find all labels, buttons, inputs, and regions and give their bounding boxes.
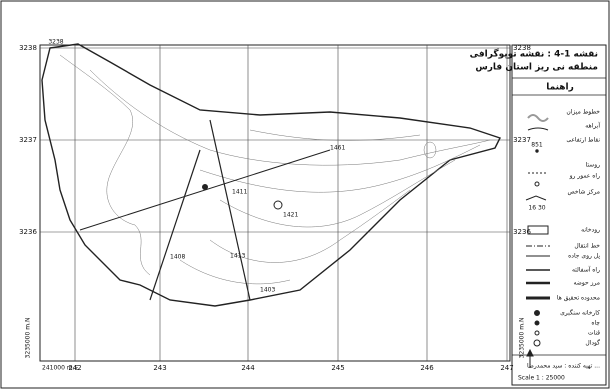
- contours: [90, 70, 490, 284]
- contour-line: [180, 260, 290, 284]
- y-label: 3238: [19, 44, 37, 52]
- basin-boundary: [42, 44, 500, 306]
- legend-label: گودال: [585, 339, 600, 347]
- legend-symbols: [526, 115, 550, 368]
- village: [202, 184, 208, 190]
- scale: Scale 1 : 25000: [518, 375, 565, 382]
- x-label: 243: [153, 364, 166, 372]
- contour-line: [424, 142, 436, 158]
- y-label: 3237: [513, 136, 531, 144]
- corner-label: 3235000 m.N: [25, 318, 32, 359]
- legend-label: پل روی جاده: [568, 253, 600, 260]
- study-area: [60, 55, 150, 275]
- road: [210, 120, 250, 300]
- legend-label: راه آسفالته: [572, 265, 600, 274]
- spot-height: 1403: [260, 287, 275, 294]
- x-label: 244: [241, 364, 255, 372]
- y-label: 3236: [19, 228, 37, 236]
- legend-label: محدوده تحقیق ها: [557, 295, 600, 302]
- legend-label: نقاط ارتفاعی: [566, 137, 600, 144]
- legend-title: راهنما: [546, 83, 574, 93]
- legend-label: مرکز شاخص: [567, 189, 600, 196]
- contour-line: [220, 160, 455, 227]
- corner-label: 3235000 m.N: [519, 318, 526, 359]
- map-sheet: نقشه 1-4 : نقشه توپوگرافی منطقه نی ریز اس…: [0, 0, 610, 389]
- legend-sample: 16 30: [528, 205, 545, 212]
- spot-height: 1461: [330, 145, 345, 152]
- map-title: منطقه نی ریز استان فارس: [475, 63, 598, 73]
- contour-line: [200, 145, 480, 192]
- map-title: نقشه 1-4 : نقشه توپوگرافی: [470, 48, 598, 60]
- y-label: 3236: [513, 228, 531, 236]
- legend-label: راه عمور رو: [569, 173, 600, 180]
- road: [150, 150, 200, 300]
- legend-label: روستا: [586, 162, 601, 169]
- x-label: 246: [420, 364, 434, 372]
- y-label: 3237: [19, 136, 37, 144]
- legend-label: خط انتقال: [574, 243, 600, 250]
- quarry: [274, 201, 282, 209]
- y-label: 3238: [513, 44, 531, 52]
- legend-label: خطوط میزان: [566, 109, 600, 116]
- spot-height: 1421: [283, 212, 298, 219]
- spot-height: 1413: [230, 253, 245, 260]
- author: تهیه کننده : سید محمدرضا ...: [527, 363, 600, 370]
- corner-label: 3238: [48, 39, 63, 46]
- contour-line: [250, 130, 420, 140]
- spot-height: 1411: [232, 189, 247, 196]
- corner-label: 241000 m.E: [42, 365, 79, 372]
- legend-label: چاه: [591, 320, 600, 327]
- legend-label: آبراهه: [585, 121, 600, 130]
- x-label: 245: [331, 364, 344, 372]
- x-label: 247: [500, 364, 513, 372]
- legend-sample: 851: [531, 142, 543, 149]
- spot-height: 1408: [170, 254, 185, 261]
- legend-label: کارخانه سنگبری: [560, 309, 600, 317]
- legend-label: رودخانه: [581, 227, 600, 234]
- legend-label: قنات: [588, 330, 600, 337]
- legend-label: مرز حوضه: [574, 280, 600, 287]
